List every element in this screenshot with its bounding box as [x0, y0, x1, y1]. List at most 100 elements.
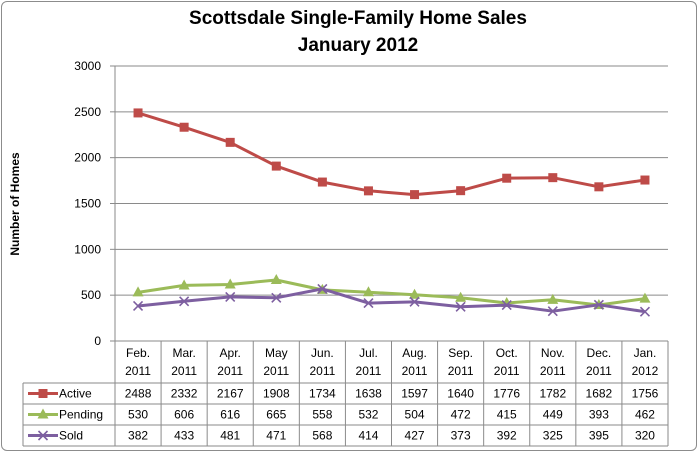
data-point-active: [640, 175, 650, 185]
x-tick-label: 2011: [263, 364, 289, 378]
table-cell: 1640: [447, 387, 474, 401]
data-point-active: [179, 122, 189, 132]
x-tick-label: Jul.: [359, 346, 378, 360]
table-cell: 1682: [586, 387, 613, 401]
chart-subtitle: January 2012: [298, 35, 418, 56]
y-tick-label: 500: [81, 288, 101, 302]
table-cell: 606: [174, 408, 194, 422]
table-cell: 1638: [355, 387, 382, 401]
data-point-active: [317, 177, 327, 187]
data-point-sold: [132, 300, 144, 312]
table-cell: 1908: [263, 387, 290, 401]
data-point-sold: [317, 283, 328, 294]
data-point-pending: [409, 288, 421, 299]
table-cell: 1776: [493, 387, 520, 401]
x-tick-label: May: [265, 346, 288, 360]
x-tick-label: 2011: [586, 364, 612, 378]
data-point-pending: [362, 286, 374, 297]
table-cell: 462: [635, 408, 655, 422]
y-tick-label: 0: [94, 334, 101, 348]
table-cell: 532: [358, 408, 378, 422]
table-cell: 568: [312, 429, 332, 443]
data-point-pending: [547, 293, 559, 304]
table-cell: 325: [543, 429, 563, 443]
chart-title: Scottsdale Single-Family Home Sales: [189, 8, 527, 29]
x-tick-label: 2011: [540, 364, 566, 378]
x-tick-label: Feb.: [126, 346, 150, 360]
data-table: Feb. 2011 Mar. 2011 Apr. 2011 May 2011 Jun. 2011 J…: [22, 340, 669, 447]
x-tick-label: Jun.: [311, 346, 334, 360]
table-cell: 1597: [401, 387, 428, 401]
data-point-pending: [132, 286, 144, 297]
data-point-pending: [224, 278, 236, 289]
y-axis-title: Number of Homes: [8, 152, 22, 256]
data-point-active: [548, 173, 558, 183]
data-point-sold: [639, 306, 651, 317]
x-tick-label: 2011: [448, 364, 474, 378]
data-point-sold: [409, 296, 420, 307]
data-point-sold: [547, 306, 558, 317]
data-point-pending: [639, 292, 651, 303]
table-cell: 1756: [632, 387, 659, 401]
x-tick-label: 2011: [309, 364, 335, 378]
series-lines: [132, 108, 651, 317]
data-point-sold: [593, 299, 604, 310]
series-line-active: [137, 111, 646, 197]
x-tick-label: 2011: [356, 364, 382, 378]
data-point-sold: [271, 292, 282, 303]
table-cell: 433: [174, 429, 194, 443]
legend-label-pending: Pending: [59, 408, 103, 422]
x-tick-label: Apr.: [220, 346, 241, 360]
table-cell: 616: [220, 408, 240, 422]
x-tick-label: 2011: [402, 364, 428, 378]
y-tick-label: 2500: [74, 105, 101, 119]
x-tick-label: Jan.: [634, 346, 657, 360]
table-cell: 558: [312, 408, 332, 422]
y-tick-label: 3000: [74, 59, 101, 73]
data-point-sold: [225, 291, 236, 302]
table-cell: 449: [543, 408, 563, 422]
x-tick-label: Oct.: [496, 346, 518, 360]
x-tick-label: Sep.: [448, 346, 473, 360]
data-point-active: [225, 137, 235, 147]
table-cell: 665: [266, 408, 286, 422]
data-point-active: [594, 182, 604, 192]
data-point-active: [410, 190, 420, 200]
table-cell: 472: [451, 408, 471, 422]
data-point-sold: [501, 300, 512, 311]
legend-key-marker: [38, 389, 48, 398]
x-tick-label: Aug.: [402, 346, 427, 360]
data-point-pending: [178, 279, 190, 290]
series-line-pending: [137, 278, 646, 307]
table-cell: 427: [405, 429, 425, 443]
y-axis-ticks: 0 500 1000 1500 2000 2500 3000: [74, 59, 115, 348]
y-tick-label: 2000: [74, 151, 101, 165]
x-tick-label: Dec.: [587, 346, 612, 360]
data-point-active: [133, 108, 143, 118]
x-tick-label: 2011: [494, 364, 520, 378]
table-cell: 392: [497, 429, 517, 443]
data-point-sold: [455, 301, 466, 312]
x-tick-label: 2011: [217, 364, 243, 378]
data-point-active: [363, 186, 373, 196]
data-point-active: [456, 186, 466, 196]
table-cell: 1734: [309, 387, 336, 401]
y-tick-label: 1000: [74, 242, 101, 256]
data-point-sold: [363, 297, 374, 309]
table-cell: 393: [589, 408, 609, 422]
x-tick-label: Mar.: [172, 346, 195, 360]
legend-label-active: Active: [59, 387, 92, 401]
x-tick-label: 2011: [125, 364, 151, 378]
legend-label-sold: Sold: [59, 429, 83, 443]
x-tick-label: 2012: [632, 364, 659, 378]
table-cell: 395: [589, 429, 609, 443]
table-cell: 2332: [171, 387, 198, 401]
table-cell: 414: [358, 429, 378, 443]
table-cell: 415: [497, 408, 517, 422]
data-point-sold: [179, 296, 190, 307]
data-point-pending: [455, 291, 467, 302]
table-cell: 373: [451, 429, 471, 443]
table-cell: 530: [128, 408, 148, 422]
data-point-active: [502, 173, 512, 183]
